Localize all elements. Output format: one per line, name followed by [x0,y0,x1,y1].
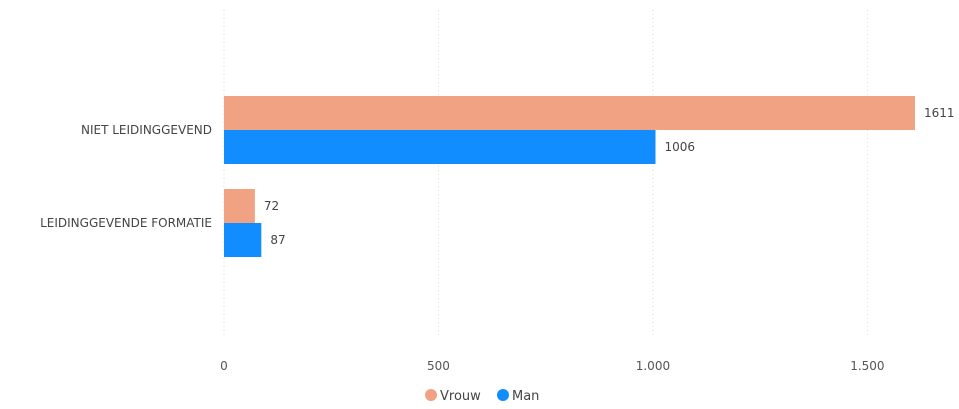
data-label: 1006 [664,140,695,154]
bars: 1611 1006 72 87 [224,96,955,257]
bar-vrouw-leidinggevende-formatie[interactable] [224,189,255,223]
x-axis-ticks: 0 500 1.000 1.500 [220,359,884,373]
legend-marker-vrouw[interactable] [425,389,437,401]
bar-vrouw-niet-leidinggevend[interactable] [224,96,915,130]
legend[interactable]: Vrouw Man [425,389,539,404]
x-tick-label: 1.500 [850,359,884,373]
category-labels: NIET LEIDINGGEVEND LEIDINGGEVENDE FORMATI… [40,123,212,230]
bar-man-niet-leidinggevend[interactable] [224,130,656,164]
x-tick-label: 0 [220,359,228,373]
legend-marker-man[interactable] [497,389,509,401]
legend-label-man[interactable]: Man [512,389,539,404]
data-label: 1611 [924,106,955,120]
category-label: NIET LEIDINGGEVEND [81,123,212,137]
grid [223,10,868,338]
data-label: 87 [270,233,285,247]
category-label: LEIDINGGEVENDE FORMATIE [40,216,212,230]
x-tick-label: 500 [427,359,450,373]
bar-man-leidinggevende-formatie[interactable] [224,223,262,257]
legend-label-vrouw[interactable]: Vrouw [440,389,481,404]
data-label: 72 [264,199,279,213]
x-tick-label: 1.000 [636,359,670,373]
